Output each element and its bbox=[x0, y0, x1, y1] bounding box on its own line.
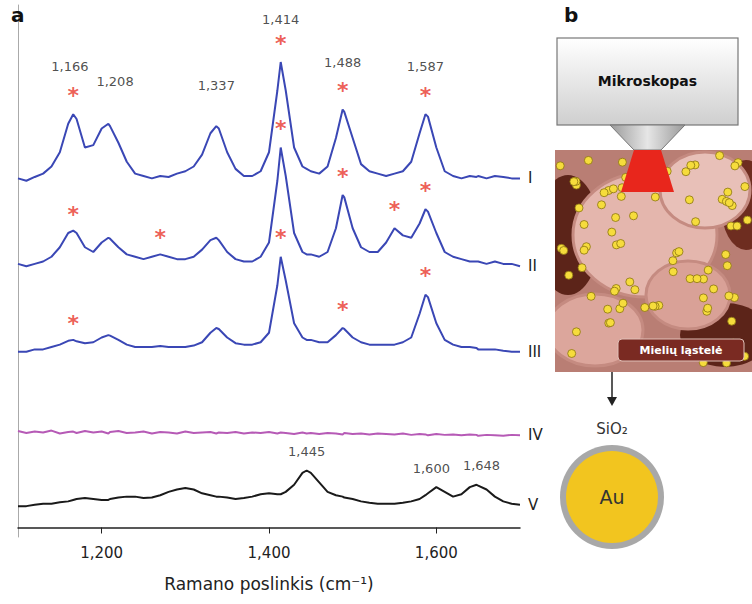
svg-text:IV: IV bbox=[528, 426, 543, 444]
svg-text:1,208: 1,208 bbox=[96, 74, 133, 89]
svg-text:*: * bbox=[275, 31, 287, 56]
svg-text:1,600: 1,600 bbox=[415, 544, 458, 562]
svg-text:*: * bbox=[337, 78, 349, 103]
svg-text:II: II bbox=[528, 257, 537, 275]
svg-text:I: I bbox=[528, 169, 532, 187]
svg-text:Au: Au bbox=[599, 486, 624, 508]
svg-text:1,200: 1,200 bbox=[80, 544, 123, 562]
svg-text:a: a bbox=[11, 3, 25, 27]
svg-text:1,648: 1,648 bbox=[463, 458, 500, 473]
svg-text:III: III bbox=[528, 343, 541, 361]
svg-text:*: * bbox=[154, 225, 166, 250]
svg-text:1,600: 1,600 bbox=[413, 461, 450, 476]
svg-text:*: * bbox=[275, 225, 287, 250]
svg-text:*: * bbox=[389, 197, 401, 222]
svg-text:*: * bbox=[337, 297, 349, 322]
svg-text:1,587: 1,587 bbox=[407, 59, 444, 74]
svg-text:1,166: 1,166 bbox=[51, 59, 88, 74]
svg-text:*: * bbox=[420, 83, 432, 108]
svg-text:1,337: 1,337 bbox=[198, 78, 235, 93]
svg-text:V: V bbox=[528, 496, 539, 514]
svg-text:SiO₂: SiO₂ bbox=[596, 420, 628, 438]
svg-text:*: * bbox=[420, 178, 432, 203]
svg-text:1,400: 1,400 bbox=[248, 544, 291, 562]
svg-text:1,488: 1,488 bbox=[324, 55, 361, 70]
svg-text:Ramano poslinkis (cm⁻¹): Ramano poslinkis (cm⁻¹) bbox=[164, 574, 373, 594]
svg-text:*: * bbox=[337, 164, 349, 189]
svg-text:Mikroskopas: Mikroskopas bbox=[598, 73, 697, 89]
svg-text:1,445: 1,445 bbox=[288, 444, 325, 459]
svg-text:*: * bbox=[275, 116, 287, 141]
svg-text:Mielių ląstelė: Mielių ląstelė bbox=[639, 344, 722, 357]
svg-text:*: * bbox=[420, 263, 432, 288]
svg-text:b: b bbox=[564, 3, 578, 27]
svg-text:1,414: 1,414 bbox=[262, 12, 299, 27]
svg-text:*: * bbox=[67, 311, 79, 336]
svg-text:*: * bbox=[67, 202, 79, 227]
svg-text:*: * bbox=[67, 83, 79, 108]
